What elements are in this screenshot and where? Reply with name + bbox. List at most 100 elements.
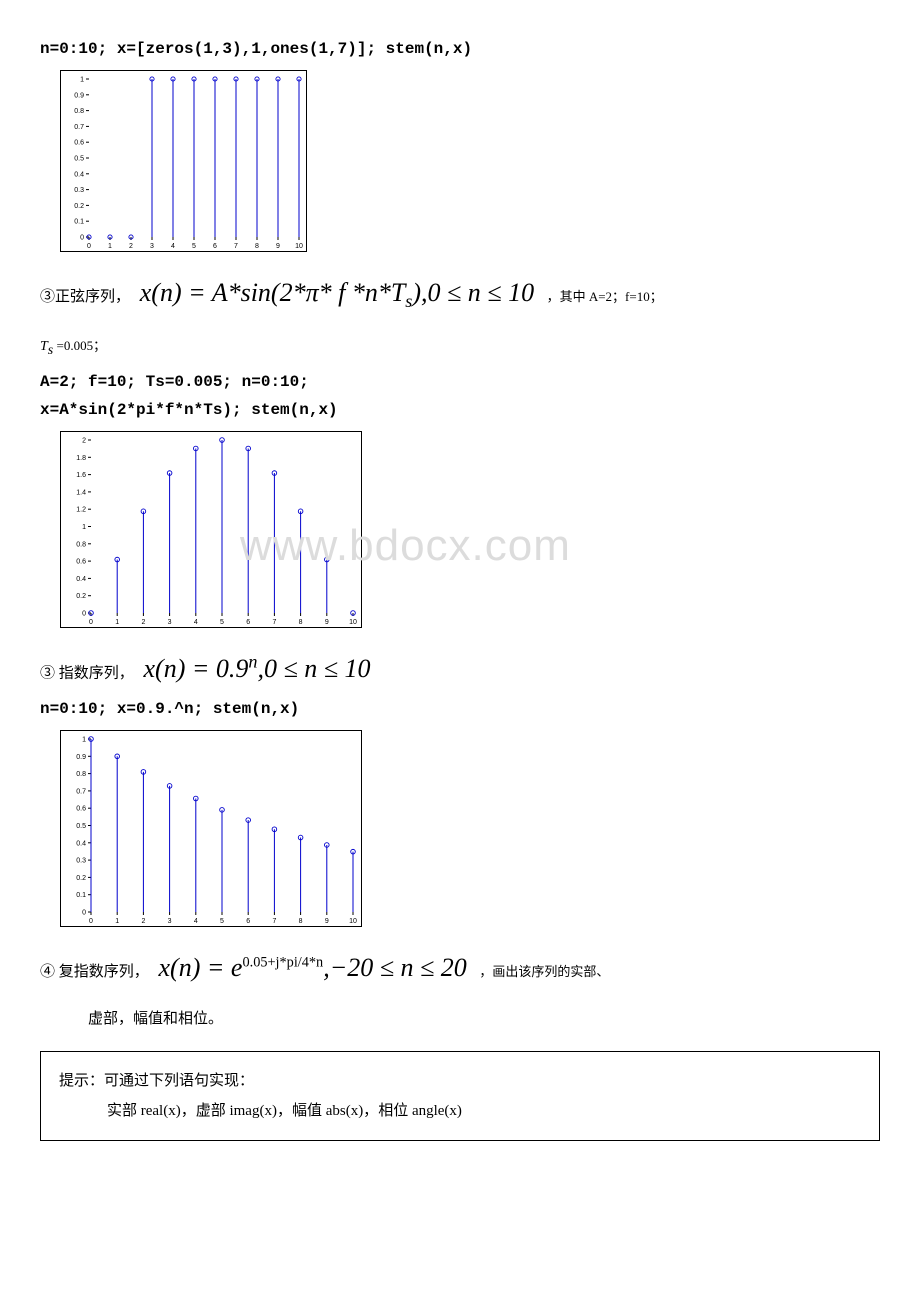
svg-text:0.1: 0.1 (76, 892, 86, 899)
svg-text:0.2: 0.2 (76, 593, 86, 600)
svg-text:0.8: 0.8 (76, 541, 86, 548)
svg-text:2: 2 (129, 243, 133, 250)
svg-text:5: 5 (192, 243, 196, 250)
section2-ts-val: =0.005； (53, 338, 106, 353)
svg-text:1: 1 (82, 736, 86, 743)
svg-text:0.3: 0.3 (74, 187, 84, 194)
svg-text:0.6: 0.6 (76, 806, 86, 813)
svg-text:9: 9 (276, 243, 280, 250)
section3-formula-a: x(n) = 0.9 (144, 654, 249, 683)
section2-formula: x(n) = A*sin(2*π* f *n*Ts),0 ≤ n ≤ 10 (140, 278, 541, 307)
svg-text:0.7: 0.7 (74, 124, 84, 131)
svg-text:0.4: 0.4 (74, 171, 84, 178)
svg-text:7: 7 (272, 619, 276, 626)
hint-box: 提示：可通过下列语句实现： 实部 real(x)，虚部 imag(x)，幅值 a… (40, 1051, 880, 1141)
svg-text:0.8: 0.8 (74, 108, 84, 115)
svg-text:10: 10 (349, 619, 357, 626)
svg-text:0.7: 0.7 (76, 788, 86, 795)
svg-text:1.6: 1.6 (76, 472, 86, 479)
svg-text:0.5: 0.5 (76, 823, 86, 830)
section4-prefix: ④ 复指数序列， (40, 964, 149, 980)
section4-formula-a: x(n) = e (159, 953, 243, 982)
svg-text:6: 6 (246, 918, 250, 925)
section4-formula: x(n) = e0.05+j*pi/4*n,−20 ≤ n ≤ 20 (159, 953, 474, 982)
svg-text:1: 1 (82, 524, 86, 531)
svg-text:0.6: 0.6 (76, 558, 86, 565)
svg-text:0.4: 0.4 (76, 840, 86, 847)
svg-text:9: 9 (325, 619, 329, 626)
svg-text:0: 0 (89, 918, 93, 925)
svg-text:10: 10 (349, 918, 357, 925)
svg-text:0.2: 0.2 (74, 203, 84, 210)
svg-text:0.6: 0.6 (74, 140, 84, 147)
svg-text:1.8: 1.8 (76, 455, 86, 462)
chart1-container: 00.10.20.30.40.50.60.70.80.9101234567891… (60, 70, 880, 252)
code-line-1: n=0:10; x=[zeros(1,3),1,ones(1,7)]; stem… (40, 40, 880, 58)
hint-line1: 提示：可通过下列语句实现： (59, 1066, 861, 1096)
svg-text:8: 8 (299, 619, 303, 626)
svg-text:1: 1 (115, 619, 119, 626)
chart3: 00.10.20.30.40.50.60.70.80.9101234567891… (60, 730, 362, 927)
chart3-container: 00.10.20.30.40.50.60.70.80.9101234567891… (60, 730, 880, 927)
section2-prefix: ③正弦序列， (40, 289, 130, 305)
svg-text:0: 0 (82, 610, 86, 617)
section2-line2: Ts =0.005； (40, 334, 880, 362)
chart2: 0 0.2 0.4 0.6 0.8 1 1.2 1.4 1.6 1.8 2 0 1 2 3 4 5 6 7 8 9 10 (60, 431, 362, 628)
svg-text:0.1: 0.1 (74, 219, 84, 226)
svg-text:0.4: 0.4 (76, 576, 86, 583)
svg-text:1: 1 (80, 77, 84, 84)
code-line-2b: x=A*sin(2*pi*f*n*Ts); stem(n,x) (40, 401, 880, 419)
svg-text:0.8: 0.8 (76, 771, 86, 778)
svg-text:3: 3 (150, 243, 154, 250)
svg-text:10: 10 (295, 243, 303, 250)
svg-text:2: 2 (141, 918, 145, 925)
section4-suffix: ，画出该序列的实部、 (479, 964, 609, 979)
svg-text:0.2: 0.2 (76, 875, 86, 882)
svg-text:5: 5 (220, 619, 224, 626)
section2-ts-t: T (40, 339, 48, 354)
svg-text:0: 0 (82, 909, 86, 916)
section2-formula-main: x(n) = A*sin(2*π* f *n*T (140, 278, 406, 307)
svg-text:3: 3 (168, 918, 172, 925)
section3-formula-b: ,0 ≤ n ≤ 10 (258, 654, 371, 683)
svg-text:9: 9 (325, 918, 329, 925)
svg-text:8: 8 (255, 243, 259, 250)
svg-text:4: 4 (171, 243, 175, 250)
svg-text:0.5: 0.5 (74, 156, 84, 163)
svg-text:4: 4 (194, 619, 198, 626)
svg-text:3: 3 (168, 619, 172, 626)
chart2-container: 0 0.2 0.4 0.6 0.8 1 1.2 1.4 1.6 1.8 2 0 1 2 3 4 5 6 7 8 9 10 (60, 431, 880, 628)
svg-text:4: 4 (194, 918, 198, 925)
svg-text:6: 6 (213, 243, 217, 250)
chart1: 00.10.20.30.40.50.60.70.80.9101234567891… (60, 70, 307, 252)
svg-text:1.2: 1.2 (76, 506, 86, 513)
hint-line2: 实部 real(x)，虚部 imag(x)，幅值 abs(x)，相位 angle… (59, 1096, 861, 1126)
svg-text:0.3: 0.3 (76, 858, 86, 865)
svg-text:0.9: 0.9 (74, 92, 84, 99)
section4-formula-sup: 0.05+j*pi/4*n (242, 954, 323, 970)
section4-line2: 虚部，幅值和相位。 (40, 1007, 880, 1031)
svg-text:7: 7 (234, 243, 238, 250)
svg-text:0: 0 (89, 619, 93, 626)
svg-text:7: 7 (272, 918, 276, 925)
svg-text:0.9: 0.9 (76, 754, 86, 761)
svg-text:5: 5 (220, 918, 224, 925)
section2-line1: ③正弦序列， x(n) = A*sin(2*π* f *n*Ts),0 ≤ n … (40, 272, 880, 316)
svg-text:2: 2 (82, 437, 86, 444)
section2-suffix: ，其中 A=2；f=10； (547, 289, 663, 304)
section3-prefix: ③ 指数序列， (40, 665, 134, 681)
svg-text:1.4: 1.4 (76, 489, 86, 496)
svg-text:2: 2 (141, 619, 145, 626)
section3-formula: x(n) = 0.9n,0 ≤ n ≤ 10 (144, 654, 371, 683)
code-line-3: n=0:10; x=0.9.^n; stem(n,x) (40, 700, 880, 718)
svg-text:6: 6 (246, 619, 250, 626)
svg-text:1: 1 (108, 243, 112, 250)
section2-formula-tail: ),0 ≤ n ≤ 10 (412, 278, 534, 307)
section4-line1: ④ 复指数序列， x(n) = e0.05+j*pi/4*n,−20 ≤ n ≤… (40, 947, 880, 989)
svg-text:1: 1 (115, 918, 119, 925)
svg-text:0: 0 (87, 243, 91, 250)
section4-formula-b: ,−20 ≤ n ≤ 20 (323, 953, 467, 982)
code-line-2a: A=2; f=10; Ts=0.005; n=0:10; (40, 373, 880, 391)
svg-text:0: 0 (80, 235, 84, 242)
section3-line: ③ 指数序列， x(n) = 0.9n,0 ≤ n ≤ 10 (40, 648, 880, 690)
